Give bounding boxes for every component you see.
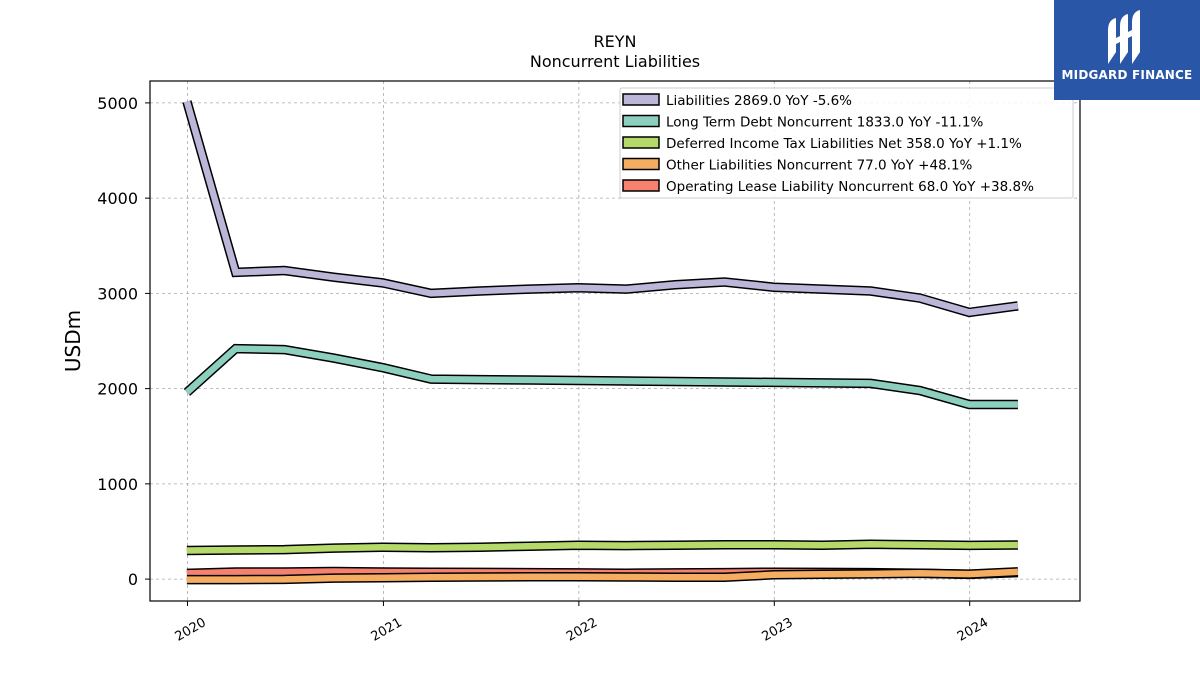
series-line-2 (186, 539, 1018, 556)
brand-logo: MIDGARD FINANCE (1054, 0, 1200, 100)
legend-entry: Long Term Debt Noncurrent 1833.0 YoY -11… (666, 115, 983, 131)
series-core (186, 568, 1019, 583)
legend-swatch (622, 157, 660, 171)
y-axis: 0 1000 2000 3000 4000 5000 (97, 94, 150, 589)
plot-frame (149, 80, 1081, 602)
chart-title: REYN (594, 32, 637, 51)
series-line-3 (186, 567, 1019, 585)
y-tick-label: 4000 (97, 189, 138, 208)
legend-entry: Operating Lease Liability Noncurrent 68.… (666, 179, 1034, 195)
x-tick-label: 2023 (759, 615, 795, 645)
series-line-0 (182, 100, 1019, 318)
brand-mark-icon (1108, 10, 1140, 64)
brand-name: MIDGARD FINANCE (1061, 68, 1193, 82)
legend-swatch (622, 114, 660, 128)
series-lines (182, 100, 1019, 585)
x-tick-label: 2024 (955, 615, 991, 645)
x-axis: 2020 2021 2022 2023 2024 (173, 601, 991, 645)
y-tick-label: 3000 (97, 284, 138, 303)
y-tick-label: 0 (128, 570, 138, 589)
y-tick-label: 2000 (97, 380, 138, 399)
legend-swatch (622, 179, 660, 192)
legend-swatch (622, 136, 660, 149)
series-core (186, 541, 1018, 554)
x-tick-label: 2022 (564, 615, 600, 645)
series-line-1 (183, 343, 1018, 410)
series-core (184, 345, 1018, 408)
x-tick-label: 2021 (369, 615, 405, 645)
x-tick-label: 2020 (173, 615, 209, 645)
series-core (183, 100, 1019, 316)
legend-entry: Liabilities 2869.0 YoY -5.6% (666, 93, 852, 109)
legend: Liabilities 2869.0 YoY -5.6% Long Term De… (619, 87, 1074, 199)
legend-entry: Deferred Income Tax Liabilities Net 358.… (666, 136, 1022, 152)
legend-box (619, 87, 1074, 199)
y-tick-label: 1000 (97, 475, 138, 494)
y-axis-label: USDm (61, 310, 85, 372)
y-tick-label: 5000 (97, 94, 138, 113)
legend-entry: Other Liabilities Noncurrent 77.0 YoY +4… (666, 158, 973, 174)
legend-swatch (622, 93, 660, 106)
chart-subtitle: Noncurrent Liabilities (530, 52, 700, 71)
